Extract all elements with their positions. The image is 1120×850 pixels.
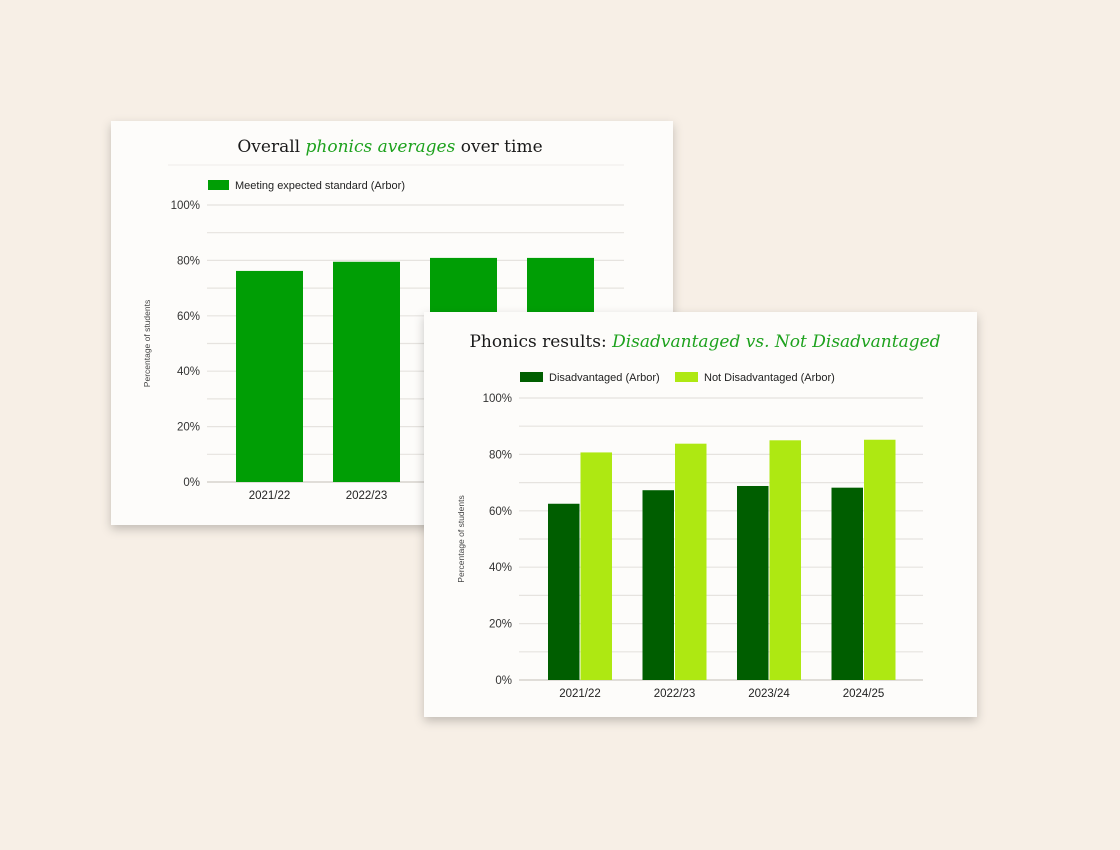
y-tick-label: 40% bbox=[489, 562, 512, 574]
legend-swatch bbox=[520, 372, 543, 382]
y-tick-label: 100% bbox=[483, 393, 512, 405]
y-axis-label: Percentage of students bbox=[456, 495, 466, 582]
y-tick-label: 20% bbox=[489, 619, 512, 631]
bar bbox=[675, 443, 707, 680]
bar bbox=[769, 440, 801, 680]
y-tick-label: 60% bbox=[177, 311, 200, 323]
legend-label: Disadvantaged (Arbor) bbox=[549, 372, 660, 384]
bar bbox=[580, 452, 612, 680]
bar bbox=[864, 439, 896, 680]
bar bbox=[737, 485, 769, 680]
legend-swatch bbox=[675, 372, 698, 382]
chart-disadvantaged: 0% 20% 40% 60% 80% 100% Percentage of students… bbox=[456, 372, 923, 700]
y-tick-label: 60% bbox=[489, 506, 512, 518]
bar bbox=[236, 270, 303, 482]
x-tick-label: 2021/22 bbox=[249, 490, 291, 502]
chart-card-disadvantaged: Phonics results: Disadvantaged vs. Not D… bbox=[424, 312, 977, 717]
bar bbox=[333, 261, 400, 482]
bar bbox=[642, 490, 674, 680]
chart-title: Overall phonics averages over time bbox=[237, 137, 542, 157]
y-tick-label: 0% bbox=[495, 675, 512, 687]
legend-swatch bbox=[208, 180, 229, 190]
legend-label: Meeting expected standard (Arbor) bbox=[235, 180, 405, 192]
x-tick-label: 2024/25 bbox=[843, 688, 885, 700]
y-tick-label: 80% bbox=[489, 449, 512, 461]
x-tick-label: 2022/23 bbox=[654, 688, 696, 700]
bar bbox=[831, 487, 863, 680]
bar bbox=[548, 503, 580, 680]
y-tick-label: 100% bbox=[171, 200, 200, 212]
y-tick-label: 20% bbox=[177, 422, 200, 434]
y-tick-label: 0% bbox=[183, 477, 200, 489]
x-tick-label: 2023/24 bbox=[748, 688, 790, 700]
y-tick-label: 40% bbox=[177, 366, 200, 378]
legend-label: Not Disadvantaged (Arbor) bbox=[704, 372, 835, 384]
x-tick-label: 2022/23 bbox=[346, 490, 388, 502]
chart-title: Phonics results: Disadvantaged vs. Not D… bbox=[469, 332, 940, 352]
y-tick-label: 80% bbox=[177, 255, 200, 267]
x-tick-label: 2021/22 bbox=[559, 688, 601, 700]
y-axis-label: Percentage of students bbox=[142, 300, 152, 387]
